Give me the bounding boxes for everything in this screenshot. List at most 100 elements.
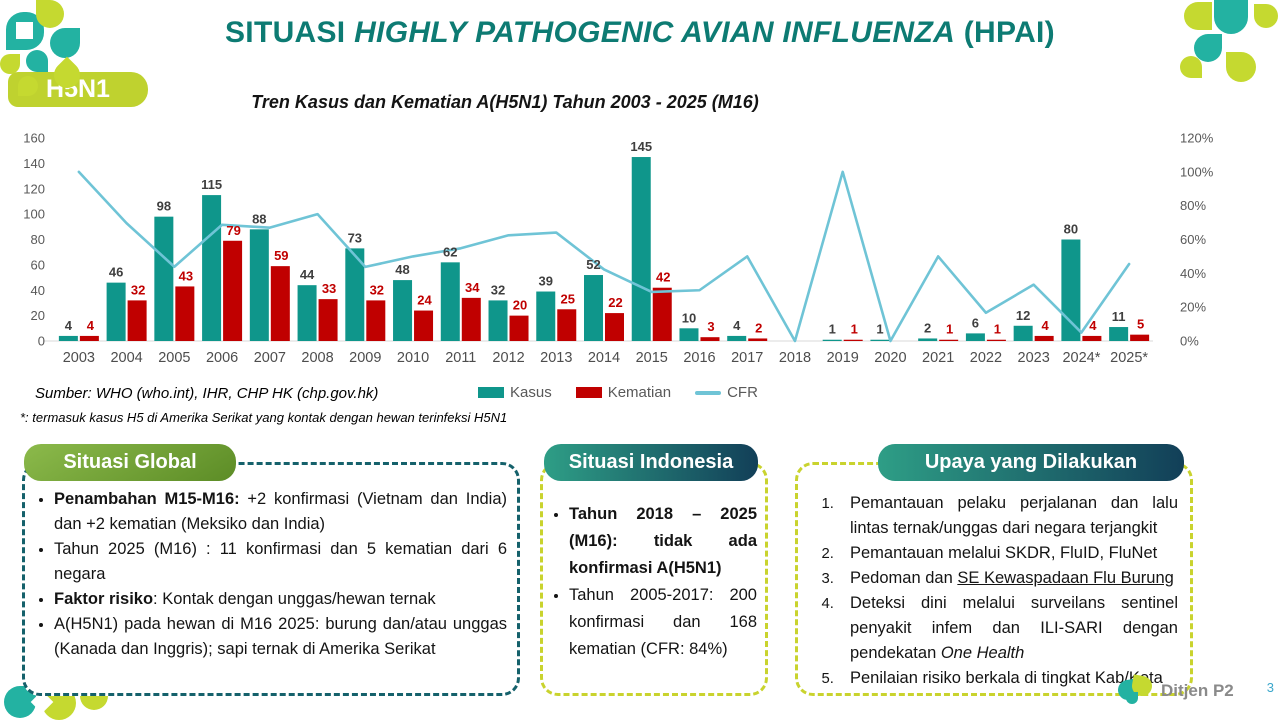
- text-segment: Penilaian risiko berkala di tingkat Kab/…: [850, 669, 1163, 687]
- kematian-value-2005: 43: [179, 268, 193, 283]
- h5n1-trend-chart: 0 20 40 60 80 100 120 140 160 0% 20% 40% 60% 80% 100% 1…: [15, 126, 1230, 387]
- kasus-bar-2005: [154, 216, 174, 341]
- kematian-bar-2019: [843, 339, 863, 341]
- x-axis-tick-2019: 2019: [827, 350, 859, 366]
- text-segment: +2 konfirmasi (Vietnam dan India) dan +2…: [54, 490, 508, 533]
- kasus-bar-2006: [202, 195, 222, 341]
- logo-petal: [0, 54, 20, 74]
- logo-petal: [18, 76, 38, 96]
- y-axis-left-tick: 100: [23, 207, 45, 222]
- x-axis-tick-2025*: 2025*: [1110, 350, 1148, 366]
- logo-petal: [1214, 0, 1248, 34]
- kematian-bar-2006: [223, 240, 243, 341]
- kasus-value-2015: 145: [630, 139, 652, 154]
- list-item: Tahun 2025 (M16) : 11 konfirmasi dan 5 k…: [54, 537, 507, 587]
- kasus-bar-2014: [584, 275, 603, 341]
- x-axis-tick-2005: 2005: [158, 350, 190, 366]
- logo-petal: [1194, 34, 1222, 62]
- x-axis-tick-2013: 2013: [540, 350, 572, 366]
- y-axis-left-tick: 80: [31, 232, 45, 247]
- kasus-value-2024*: 80: [1064, 222, 1078, 237]
- y-axis-left-tick: 0: [38, 334, 45, 349]
- legend-label: Kematian: [607, 384, 672, 401]
- kematian-value-2014: 22: [608, 295, 622, 310]
- slide-title: SITUASI HIGHLY PATHOGENIC AVIAN INFLUENZ…: [110, 16, 1170, 50]
- x-axis-tick-2009: 2009: [349, 350, 381, 366]
- chart-legend: Kasus Kematian CFR: [478, 384, 758, 401]
- y-axis-left-tick: 120: [23, 181, 45, 196]
- x-axis-tick-2017: 2017: [731, 350, 763, 366]
- kasus-value-2010: 48: [395, 262, 409, 277]
- chart-footnote: *: termasuk kasus H5 di Amerika Serikat …: [20, 410, 508, 425]
- x-axis-tick-2008: 2008: [301, 350, 333, 366]
- kasus-bar-2003: [58, 335, 78, 341]
- text-segment: Penambahan M15-M16:: [54, 490, 240, 508]
- x-axis-tick-2004: 2004: [110, 350, 142, 366]
- kasus-bar-2011: [440, 262, 460, 341]
- kasus-value-2017: 4: [733, 318, 741, 333]
- y-axis-right-tick: 40%: [1180, 266, 1206, 281]
- kasus-value-2019: 1: [829, 322, 836, 337]
- text-segment: HIGHLY PATHOGENIC AVIAN INFLUENZA: [354, 16, 956, 49]
- kasus-bar-2020: [870, 339, 890, 341]
- kematian-bar-2022: [986, 339, 1006, 341]
- x-axis-tick-2011: 2011: [445, 350, 476, 366]
- kematian-bar-2025*: [1130, 334, 1150, 341]
- kematian-value-2019: 1: [851, 322, 858, 337]
- x-axis-tick-2020: 2020: [874, 350, 906, 366]
- trend-chart-svg: 0204060801001201401600%20%40%60%80%100%1…: [23, 131, 1213, 367]
- kematian-bar-2012: [509, 315, 529, 341]
- kasus-value-2016: 10: [682, 310, 696, 325]
- y-axis-left-tick: 40: [31, 283, 45, 298]
- list-item: Pemantauan melalui SKDR, FluID, FluNet: [838, 541, 1178, 566]
- kasus-value-2025*: 11: [1112, 309, 1126, 324]
- list-item: Faktor risiko: Kontak dengan unggas/hewa…: [54, 587, 507, 612]
- upaya-list: Pemantauan pelaku perjalanan dan lalu li…: [812, 491, 1178, 691]
- kematian-value-2025*: 5: [1137, 317, 1144, 332]
- kematian-bar-2021: [939, 339, 959, 341]
- kematian-value-2023: 4: [1042, 318, 1050, 333]
- kasus-bar-2008: [297, 285, 317, 341]
- y-axis-left-tick: 20: [31, 308, 45, 323]
- x-axis-tick-2006: 2006: [206, 350, 238, 366]
- kemenkes-logo-decoration-top-right: [1180, 0, 1280, 100]
- kematian-bar-2011: [461, 297, 481, 341]
- kematian-value-2010: 24: [417, 293, 432, 308]
- logo-petal: [1126, 692, 1138, 704]
- x-axis-tick-2015: 2015: [636, 350, 668, 366]
- x-axis-tick-2021: 2021: [922, 350, 954, 366]
- situasi-global-list: Penambahan M15-M16: +2 konfirmasi (Vietn…: [37, 487, 507, 662]
- kasus-value-2013: 39: [539, 274, 553, 289]
- kematian-bar-2013: [557, 309, 577, 341]
- text-segment: (HPAI): [955, 16, 1055, 49]
- kematian-value-2017: 2: [755, 320, 762, 335]
- x-axis-tick-2016: 2016: [683, 350, 715, 366]
- text-segment: A(H5N1) pada hewan di M16 2025: burung d…: [54, 615, 507, 658]
- kasus-bar-2009: [345, 248, 365, 341]
- kasus-bar-2025*: [1109, 327, 1129, 341]
- y-axis-right-tick: 20%: [1180, 300, 1206, 315]
- legend-swatch: [478, 387, 504, 398]
- y-axis-right-tick: 60%: [1180, 232, 1206, 247]
- kasus-value-2011: 62: [443, 244, 457, 259]
- kasus-value-2005: 98: [157, 199, 171, 214]
- y-axis-left-tick: 60: [31, 257, 45, 272]
- legend-label: CFR: [727, 384, 758, 401]
- kematian-bar-2015: [652, 287, 672, 341]
- kasus-bar-2007: [249, 229, 269, 341]
- text-segment: Tahun 2018 – 2025 (M16): tidak ada konfi…: [569, 505, 757, 577]
- kasus-bar-2010: [393, 280, 413, 341]
- kematian-value-2015: 42: [656, 270, 670, 285]
- kasus-bar-2024*: [1061, 239, 1081, 341]
- logo-petal: [1254, 4, 1278, 28]
- x-axis-tick-2023: 2023: [1018, 350, 1050, 366]
- text-segment: Faktor risiko: [54, 590, 154, 608]
- list-item: Deteksi dini melalui surveilans sentinel…: [838, 591, 1178, 666]
- ditjen-p2-logo: Ditjen P2: [1116, 674, 1234, 706]
- panel-header-situasi-global: Situasi Global: [24, 444, 236, 481]
- page-number: 3: [1266, 680, 1274, 695]
- kasus-bar-2004: [106, 282, 126, 341]
- kematian-value-2007: 59: [274, 248, 288, 263]
- kematian-value-2011: 34: [465, 280, 480, 295]
- kematian-bar-2017: [748, 338, 768, 341]
